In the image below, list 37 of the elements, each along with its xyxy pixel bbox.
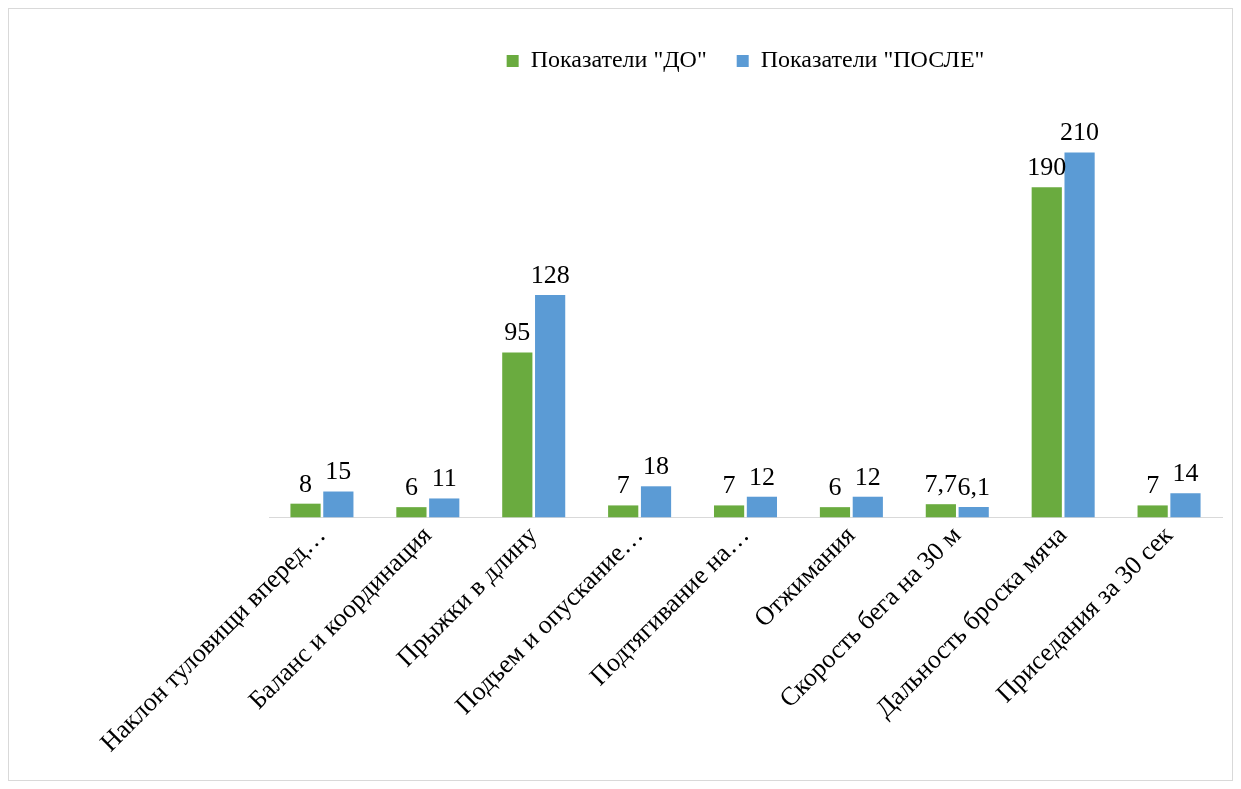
bar	[713, 505, 745, 518]
bar	[323, 491, 354, 518]
data-label: 210	[1060, 117, 1100, 147]
bar	[852, 496, 883, 518]
data-label: 6	[828, 471, 842, 501]
bar	[429, 498, 460, 518]
data-label: 7,7	[924, 469, 958, 499]
data-label: 15	[325, 456, 352, 486]
data-label: 12	[854, 461, 881, 491]
data-label: 7	[1146, 470, 1160, 500]
bar	[290, 503, 321, 518]
data-label: 95	[504, 317, 531, 347]
bar	[746, 496, 778, 518]
bar	[608, 505, 639, 518]
data-label: 6,1	[957, 471, 990, 501]
bar	[958, 506, 989, 518]
data-label: 18	[643, 451, 670, 481]
bar	[535, 295, 566, 518]
data-label: 12	[748, 461, 775, 491]
data-label: 14	[1172, 458, 1199, 488]
bar	[1170, 493, 1201, 518]
legend-label: Показатели "ДО"	[530, 46, 707, 73]
data-label: 8	[299, 468, 313, 498]
data-label: 11	[431, 463, 457, 493]
data-label: 7	[616, 470, 630, 500]
data-label: 6	[404, 471, 418, 501]
data-label: 7	[722, 470, 736, 500]
bar	[396, 507, 427, 518]
bar	[1031, 187, 1062, 518]
bar	[1137, 505, 1168, 518]
bar	[640, 486, 672, 518]
bar	[925, 504, 956, 518]
bar	[1064, 152, 1095, 518]
bar	[502, 352, 533, 518]
data-label: 128	[530, 259, 570, 289]
legend-label: Показатели "ПОСЛЕ"	[760, 46, 985, 73]
bar	[819, 507, 851, 518]
